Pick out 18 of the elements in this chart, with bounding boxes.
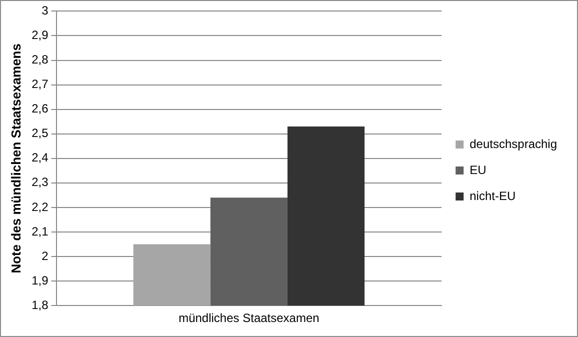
y-tick-label: 2,9 <box>32 28 49 42</box>
legend-label: EU <box>470 162 486 177</box>
y-tick-label: 3 <box>42 4 49 18</box>
y-tick-label: 1,8 <box>32 298 49 312</box>
y-tick-label: 2,2 <box>32 200 49 214</box>
y-tick-label: 2,6 <box>32 102 49 116</box>
y-tick-label: 2,8 <box>32 52 49 67</box>
y-tick-label: 2,4 <box>32 150 49 165</box>
legend-label: nicht-EU <box>470 188 516 203</box>
y-tick-label: 2,3 <box>32 175 49 190</box>
y-tick-label: 2,7 <box>32 77 49 92</box>
y-tick-label: 2 <box>42 248 49 263</box>
y-tick-label: 2,1 <box>32 224 49 238</box>
y-axis-title: Note des mündlichen Staatsexamens <box>8 44 24 274</box>
legend-label: deutschsprachig <box>470 136 558 151</box>
x-tick-label: mündliches Staatsexamen <box>178 311 320 326</box>
y-tick-label: 1,9 <box>32 273 49 288</box>
y-tick-label: 2,5 <box>32 126 49 140</box>
